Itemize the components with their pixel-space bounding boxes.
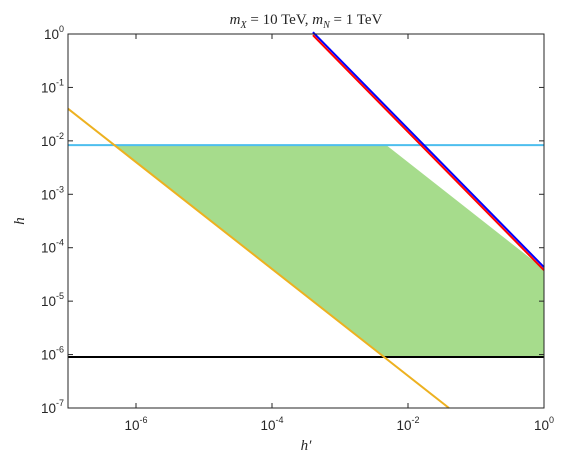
series-line-5 xyxy=(312,34,545,271)
series-line-3 xyxy=(67,107,450,409)
x-tick-label: 10-2 xyxy=(396,415,419,433)
y-tick-label: 100 xyxy=(44,24,64,42)
y-tick-label: 10-6 xyxy=(41,345,64,363)
x-tick-label: 10-4 xyxy=(260,415,283,433)
y-tick-label: 10-3 xyxy=(41,184,64,202)
plot-area: 10-6 10-4 10-2 100 10-7 10-6 10-5 10-4 10-3 10-2 1… xyxy=(41,24,554,433)
axes-box xyxy=(67,33,545,409)
y-tick-label: 10-4 xyxy=(41,238,64,256)
y-tick-label: 10-2 xyxy=(41,131,64,149)
y-tick-label: 10-7 xyxy=(41,398,64,416)
series-layer xyxy=(67,31,545,409)
x-tick-label: 100 xyxy=(534,415,554,433)
y-tick-label: 10-1 xyxy=(41,77,64,95)
x-tick-label: 10-6 xyxy=(124,415,147,433)
y-axis-label: h xyxy=(12,217,28,225)
y-tick-label: 10-5 xyxy=(41,291,64,309)
series-line-4 xyxy=(312,31,545,268)
ticks-layer: 10-6 10-4 10-2 100 10-7 10-6 10-5 10-4 10-3 10-2 1… xyxy=(41,24,554,433)
feasible-region xyxy=(115,145,544,358)
x-axis-label: h′ xyxy=(301,438,313,454)
chart-title: mX = 10 TeV, mN = 1 TeV xyxy=(230,12,383,31)
